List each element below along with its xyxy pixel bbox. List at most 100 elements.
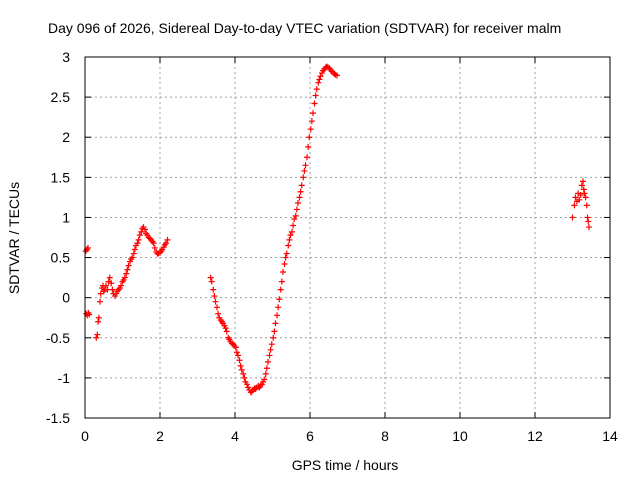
- data-point: [267, 346, 274, 353]
- data-point: [106, 274, 113, 281]
- data-point: [312, 92, 319, 99]
- x-tick-label: 8: [381, 428, 389, 444]
- y-tick-label: 1.5: [51, 169, 71, 185]
- data-point: [286, 236, 293, 243]
- data-point: [572, 194, 579, 201]
- data-point: [212, 298, 219, 305]
- data-point: [581, 190, 588, 197]
- data-point: [233, 349, 240, 356]
- data-point: [571, 202, 578, 209]
- chart-title: Day 096 of 2026, Sidereal Day-to-day VTE…: [48, 20, 561, 36]
- data-point: [262, 370, 269, 377]
- data-point: [292, 212, 299, 219]
- data-point: [310, 110, 316, 117]
- x-tick-label: 6: [306, 428, 314, 444]
- data-point: [275, 304, 282, 311]
- x-tick-labels: 0 2 4 6 8 10 12 14: [81, 428, 618, 444]
- data-point: [301, 167, 308, 174]
- data-point: [121, 274, 128, 281]
- gridlines: [84, 56, 611, 419]
- data-point: [289, 228, 295, 235]
- data-point: [240, 370, 247, 377]
- data-point: [282, 254, 289, 261]
- data-point: [236, 357, 243, 364]
- data-point: [211, 293, 218, 300]
- data-point: [290, 222, 297, 229]
- data-point: [287, 232, 294, 239]
- data-point: [586, 224, 592, 231]
- data-point: [276, 296, 283, 303]
- data-point: [295, 200, 301, 207]
- data-point: [263, 365, 270, 372]
- data-point: [582, 194, 589, 201]
- data-point: [208, 278, 215, 285]
- plot-frame: [84, 56, 611, 419]
- x-tick-label: 14: [602, 428, 618, 444]
- y-tick-label: -0.5: [46, 330, 70, 346]
- data-point: [223, 328, 230, 335]
- data-point: [261, 376, 268, 383]
- data-point: [129, 254, 136, 261]
- data-point: [235, 352, 241, 359]
- data-point: [583, 202, 590, 209]
- data-point: [151, 244, 158, 251]
- data-point: [576, 196, 583, 203]
- y-tick-label: 0: [62, 290, 70, 306]
- data-point: [274, 312, 280, 319]
- data-point: [93, 334, 100, 341]
- y-tick-labels: -1.5 -1 -0.5 0 0.5 1 1.5 2 2.5 3: [46, 49, 70, 426]
- data-point: [300, 174, 307, 181]
- y-tick-label: -1.5: [46, 410, 70, 426]
- data-point: [585, 218, 592, 225]
- data-point: [108, 280, 115, 287]
- data-point: [85, 244, 91, 251]
- x-tick-label: 0: [81, 428, 89, 444]
- data-point: [296, 194, 303, 201]
- data-point: [241, 374, 248, 381]
- data-point: [280, 268, 286, 275]
- x-tick-label: 12: [527, 428, 543, 444]
- data-point: [130, 250, 137, 257]
- data-point: [569, 214, 576, 221]
- data-point: [244, 381, 250, 388]
- data-point: [163, 240, 169, 247]
- data-point: [118, 282, 124, 289]
- y-axis-label: SDTVAR / TECUs: [6, 182, 22, 294]
- data-point: [315, 79, 322, 86]
- data-point: [302, 162, 309, 169]
- data-point: [580, 186, 587, 193]
- x-tick-label: 2: [156, 428, 164, 444]
- data-point: [238, 366, 245, 373]
- data-point: [210, 286, 217, 293]
- data-point: [214, 304, 220, 311]
- data-point: [291, 216, 298, 223]
- x-tick-label: 10: [452, 428, 468, 444]
- data-point: [97, 298, 103, 305]
- data-point: [265, 358, 271, 365]
- data-point: [297, 188, 304, 195]
- data-point: [277, 286, 284, 293]
- data-point: [125, 262, 132, 269]
- data-point: [109, 286, 116, 293]
- data-point: [308, 118, 315, 125]
- data-point: [138, 228, 145, 235]
- data-point: [293, 206, 300, 213]
- y-tick-label: 2: [62, 129, 70, 145]
- data-point: [232, 344, 239, 351]
- data-point: [95, 314, 102, 321]
- data-point: [86, 311, 93, 318]
- data-point: [207, 274, 214, 281]
- data-point: [266, 352, 273, 359]
- data-point: [304, 154, 310, 161]
- data-point: [580, 178, 586, 185]
- data-point: [316, 76, 323, 83]
- data-point: [577, 191, 584, 198]
- y-tick-label: 0.5: [51, 250, 71, 266]
- data-point: [307, 126, 314, 133]
- data-point: [94, 331, 101, 338]
- data-point: [317, 73, 324, 80]
- data-point: [281, 260, 288, 267]
- data-point: [136, 232, 143, 239]
- data-point: [134, 240, 141, 247]
